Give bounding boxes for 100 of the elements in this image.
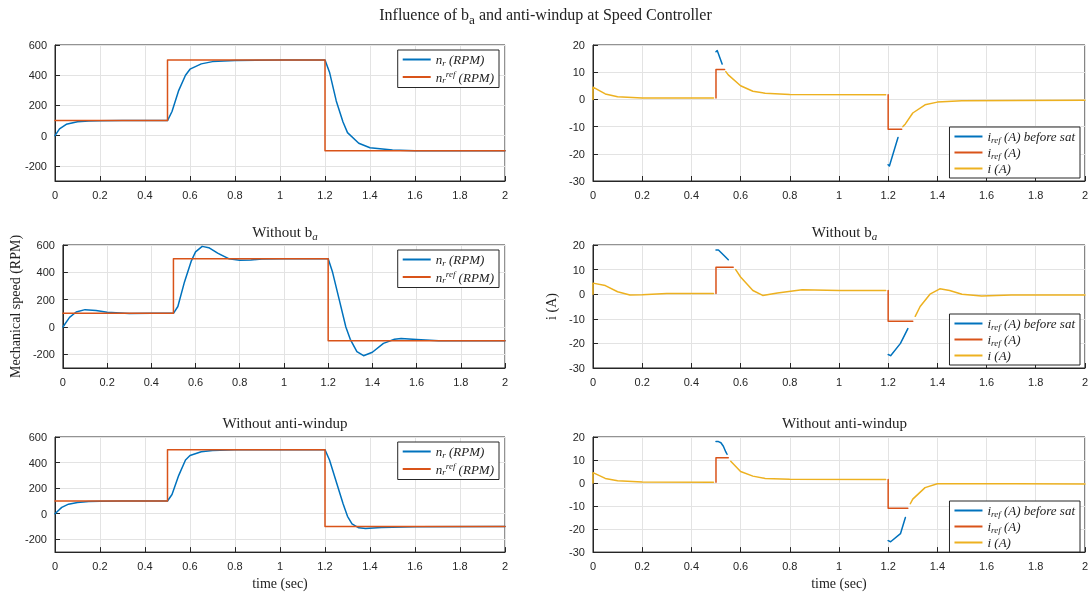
x-tick-label: 2 <box>501 559 509 572</box>
x-tick-label: 0.4 <box>137 559 153 572</box>
x-tick-label: 1.2 <box>880 188 896 201</box>
y-tick-label: -10 <box>569 120 585 133</box>
y-tick-label: 0 <box>40 507 47 520</box>
x-tick-label: 1 <box>835 559 843 572</box>
x-tick-label: 0.8 <box>227 559 243 572</box>
x-tick-label: 0.6 <box>732 559 749 572</box>
legend-label: i (A) <box>987 535 1011 550</box>
y-tick-label: 200 <box>28 99 47 112</box>
x-tick-label: 1.6 <box>408 375 425 388</box>
x-tick-label: 2 <box>1081 375 1088 388</box>
y-tick-label: -10 <box>569 312 585 325</box>
x-tick-label: 0.8 <box>227 188 243 201</box>
x-tick-label: 0.6 <box>182 188 198 201</box>
x-tick-label: 1.2 <box>880 559 896 572</box>
y-tick-label: 400 <box>28 69 47 82</box>
x-tick-label: 1.2 <box>880 375 896 388</box>
y-tick-label: -20 <box>569 337 585 350</box>
x-tick-label: 1.2 <box>317 188 333 201</box>
y-axis-title: i (A) <box>543 292 560 320</box>
x-tick-label: 0.2 <box>92 559 108 572</box>
x-tick-label: 0.4 <box>683 188 700 201</box>
x-tick-label: 1.6 <box>978 375 995 388</box>
y-tick-label: 0 <box>578 477 585 490</box>
y-tick-label: 0 <box>578 93 585 106</box>
y-tick-label: 10 <box>572 454 585 467</box>
x-tick-label: 1.4 <box>364 375 381 388</box>
x-tick-label: 0.8 <box>782 559 798 572</box>
y-tick-label: -30 <box>569 175 585 187</box>
x-tick-label: 1 <box>276 559 284 572</box>
x-tick-label: 0.8 <box>782 188 798 201</box>
x-tick-label: 1.8 <box>452 559 468 572</box>
x-tick-label: 0.8 <box>782 375 798 388</box>
y-tick-label: -200 <box>24 159 47 172</box>
x-tick-label: 0.4 <box>143 375 159 388</box>
x-tick-label: 0.4 <box>683 559 700 572</box>
x-tick-label: 1 <box>276 188 284 201</box>
y-tick-label: 0 <box>578 288 585 301</box>
x-tick-label: 0.2 <box>634 559 650 572</box>
x-tick-label: 1.4 <box>929 375 946 388</box>
x-tick-label: 1.8 <box>452 188 468 201</box>
y-tick-label: 200 <box>28 482 47 495</box>
y-tick-label: 600 <box>36 239 55 251</box>
legend-label: i (A) <box>987 348 1011 363</box>
y-tick-label: 20 <box>572 39 585 51</box>
x-tick-label: 0 <box>59 375 66 388</box>
y-tick-label: 600 <box>28 39 47 51</box>
x-tick-label: 2 <box>1081 559 1088 572</box>
x-tick-label: 0 <box>589 375 597 388</box>
x-tick-label: 1.6 <box>407 188 423 201</box>
x-tick-label: 0.2 <box>92 188 108 201</box>
y-tick-label: 20 <box>572 239 585 251</box>
x-tick-label: 0.6 <box>187 375 204 388</box>
x-tick-label: 1.6 <box>407 559 423 572</box>
y-axis-title: Mechanical speed (RPM) <box>7 234 24 379</box>
chart-title: Without anti-windup <box>782 414 907 431</box>
chart-title: Without anti-windup <box>222 414 348 431</box>
y-tick-label: -200 <box>24 533 47 546</box>
x-tick-label: 1.8 <box>1028 559 1044 572</box>
y-tick-label: 10 <box>572 66 585 79</box>
y-tick-label: 0 <box>40 129 47 142</box>
y-tick-label: 400 <box>28 456 47 469</box>
x-axis-title: time (sec) <box>811 575 868 592</box>
x-tick-label: 0.2 <box>634 188 650 201</box>
x-tick-label: 1.6 <box>978 559 995 572</box>
text: Influence of b$_{a}$ and anti-windup at Speed Controller <box>378 6 713 29</box>
x-tick-label: 1 <box>835 375 843 388</box>
x-axis-title: time (sec) <box>252 575 309 592</box>
x-tick-label: 0.4 <box>683 375 700 388</box>
y-tick-label: -200 <box>32 348 55 361</box>
x-tick-label: 1.4 <box>929 559 946 572</box>
x-tick-label: 0.4 <box>137 188 153 201</box>
y-tick-label: 600 <box>28 431 47 443</box>
y-tick-label: 200 <box>36 293 55 306</box>
x-tick-label: 0.2 <box>634 375 650 388</box>
y-tick-label: -30 <box>569 546 585 559</box>
y-tick-label: 20 <box>572 431 585 443</box>
x-tick-label: 1.8 <box>1028 375 1044 388</box>
x-tick-label: 0.6 <box>732 375 749 388</box>
x-tick-label: 1.4 <box>362 559 378 572</box>
x-tick-label: 0.6 <box>182 559 198 572</box>
legend-label: i (A) <box>987 161 1011 176</box>
x-tick-label: 0.6 <box>732 188 749 201</box>
x-tick-label: 2 <box>501 375 509 388</box>
x-tick-label: 0 <box>589 188 597 201</box>
x-tick-label: 1.4 <box>929 188 946 201</box>
x-tick-label: 1 <box>835 188 843 201</box>
x-tick-label: 1.2 <box>317 559 333 572</box>
x-tick-label: 0.2 <box>99 375 115 388</box>
y-tick-label: 400 <box>36 266 55 279</box>
x-tick-label: 1 <box>280 375 288 388</box>
x-tick-label: 0 <box>589 559 597 572</box>
y-tick-label: -30 <box>569 362 585 374</box>
y-tick-label: -20 <box>569 523 585 536</box>
x-tick-label: 1.2 <box>320 375 336 388</box>
x-tick-label: 1.8 <box>453 375 469 388</box>
y-tick-label: 10 <box>572 263 585 276</box>
x-tick-label: 2 <box>1081 188 1088 201</box>
x-tick-label: 1.8 <box>1028 188 1044 201</box>
